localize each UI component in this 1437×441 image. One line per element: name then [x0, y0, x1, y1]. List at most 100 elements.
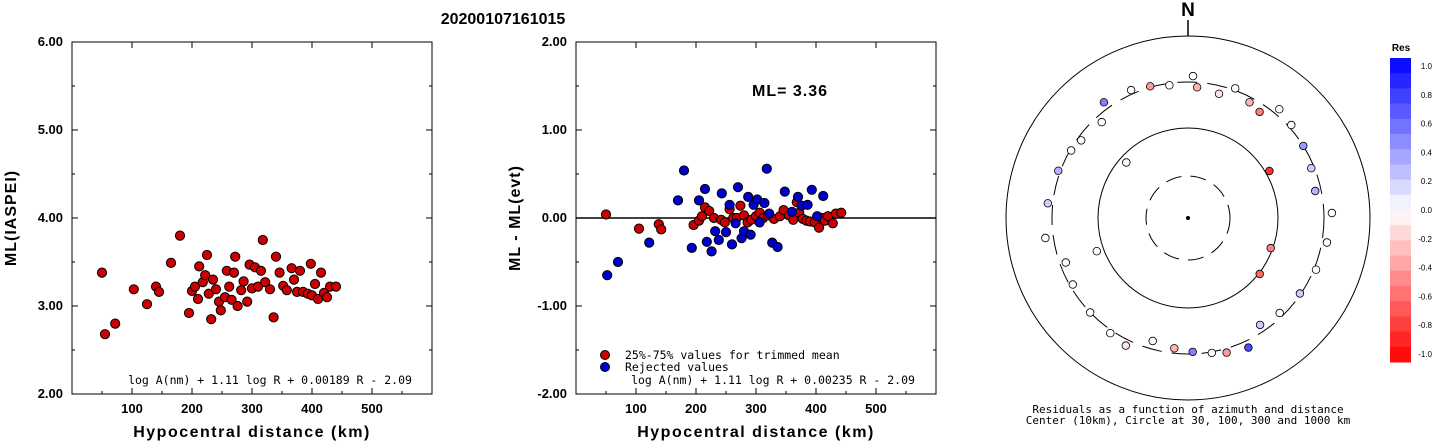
x-tick-label: 300	[745, 401, 767, 416]
data-point	[713, 234, 724, 246]
colorbar-tick-label: 0.2	[1421, 177, 1433, 186]
data-point	[210, 284, 222, 295]
y-tick-label: -2.00	[537, 386, 567, 401]
station-point	[1275, 308, 1284, 318]
data-point	[242, 296, 253, 307]
x-axis-label: Hypocentral distance (km)	[637, 424, 875, 441]
data-point	[192, 293, 204, 305]
colorbar-labels: 1.0 0.8 0.6 0.4 0.2 0.0 -0.2 -0.4 -0.6 -0.8 -1.0	[1418, 62, 1432, 359]
station-point	[1188, 347, 1197, 357]
colorbar-title: Res	[1392, 43, 1411, 54]
outer-circle-1000km	[1005, 35, 1371, 401]
data-point	[255, 265, 267, 276]
y-tick-label: 4.00	[38, 210, 63, 225]
data-point	[716, 188, 727, 199]
colorbar-cell	[1390, 88, 1411, 105]
colorbar-cell	[1390, 134, 1411, 150]
x-tick-label: 500	[361, 401, 383, 416]
station-point	[1192, 83, 1202, 92]
data-point	[779, 186, 790, 197]
data-point	[724, 199, 735, 210]
data-point	[678, 165, 690, 176]
legend-label-trimmed: 25%-75% values for trimmed mean	[625, 348, 840, 362]
caption-line-2: Center (10km), Circle at 30, 100, 300 an…	[1026, 414, 1351, 427]
colorbar-tick-label: -0.8	[1418, 321, 1432, 330]
data-point	[686, 242, 697, 253]
data-point	[806, 184, 817, 195]
station-point	[1327, 208, 1337, 218]
y-tick-label: 2.00	[38, 386, 63, 401]
data-point	[183, 307, 195, 319]
north-label: N	[1181, 0, 1195, 21]
station-point	[1170, 344, 1179, 353]
station-point	[1255, 320, 1265, 330]
event-title: 20200107161015	[441, 11, 566, 28]
data-point	[99, 329, 111, 340]
data-point	[730, 218, 741, 229]
data-point	[264, 284, 276, 295]
colorbar-cell	[1390, 240, 1411, 257]
data-point	[207, 274, 219, 285]
colorbar-cell	[1390, 210, 1411, 226]
station-point	[1099, 98, 1109, 107]
station-point	[1222, 348, 1231, 357]
station-point	[1265, 166, 1274, 176]
colorbar-tick-label: 1.0	[1421, 62, 1433, 71]
data-point	[720, 227, 732, 238]
data-point	[96, 267, 108, 278]
x-axis-label: Hypocentral distance (km)	[133, 424, 371, 441]
data-point	[696, 211, 708, 222]
station-point	[1041, 233, 1050, 243]
station-point	[1295, 289, 1305, 298]
y-tick-label: 1.00	[542, 122, 567, 137]
circle-300km	[1051, 81, 1325, 355]
colorbar-cell	[1390, 331, 1411, 348]
data-point	[236, 285, 247, 296]
colorbar-cell	[1390, 58, 1411, 74]
data-point	[699, 183, 711, 195]
colorbar-tick-label: -1.0	[1418, 350, 1432, 359]
station-point	[1121, 341, 1130, 350]
data-points	[600, 163, 847, 281]
colorbar-cell	[1390, 149, 1411, 165]
data-point	[693, 195, 705, 206]
data-point	[612, 256, 624, 268]
colorbar-cell	[1390, 225, 1411, 241]
data-point	[228, 267, 240, 278]
residual-colorbar: Res 1.0 0.8 0.6 0.4 0.2 0.0 -0.2 -0.4 -0.6 -0.8 -1…	[1390, 43, 1433, 363]
data-point	[315, 267, 327, 278]
x-tick-label: 100	[121, 401, 143, 416]
colorbar-cell	[1390, 73, 1411, 89]
data-point	[743, 191, 754, 202]
station-point	[1255, 269, 1264, 279]
data-point	[224, 281, 235, 292]
data-point	[141, 299, 153, 310]
x-tick-label: 400	[301, 401, 323, 416]
y-tick-label: 0.00	[542, 210, 567, 225]
station-point	[1266, 243, 1275, 253]
data-point	[600, 209, 612, 220]
data-point	[281, 285, 292, 296]
x-tick-label: 300	[241, 401, 263, 416]
colorbar-cells	[1390, 58, 1411, 363]
colorbar-cell	[1390, 118, 1411, 135]
data-point	[802, 199, 813, 210]
station-point	[1188, 71, 1198, 81]
data-point	[813, 222, 825, 233]
data-points	[96, 230, 342, 340]
y-tick-label: 6.00	[38, 34, 63, 49]
data-point	[189, 281, 201, 292]
data-point	[194, 261, 205, 272]
legend-label-rejected: Rejected values	[625, 360, 729, 374]
data-point	[764, 208, 775, 219]
station-point	[1076, 136, 1086, 145]
x-tick-label: 200	[685, 401, 707, 416]
data-point	[201, 249, 213, 261]
colorbar-tick-label: 0.0	[1421, 206, 1433, 215]
colorbar-tick-label: 0.6	[1421, 120, 1433, 129]
center-marker	[1186, 216, 1190, 220]
azimuth-residual-map: N Residuals as a function of azimuth and…	[1005, 0, 1371, 427]
data-point	[260, 277, 271, 288]
data-point	[286, 263, 297, 274]
circle-100km	[1097, 127, 1279, 309]
